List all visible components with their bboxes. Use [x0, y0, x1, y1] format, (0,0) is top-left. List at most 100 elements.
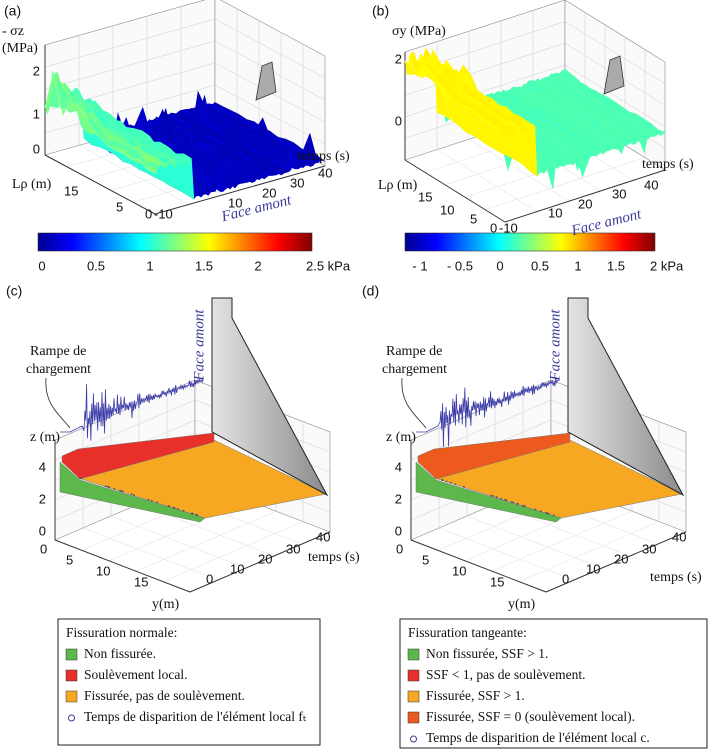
y-tick-label: 15 — [64, 183, 78, 198]
disappearance-marker — [490, 494, 493, 497]
disappearance-marker — [546, 512, 549, 515]
disappearance-marker — [177, 508, 179, 510]
colorbar-tick-label: 0.5 — [87, 258, 105, 273]
disappearance-marker — [517, 503, 519, 505]
legend-box — [399, 618, 708, 749]
disappearance-marker — [504, 498, 507, 501]
y-tick-label: 10 — [440, 202, 454, 217]
z-axis-label: z (m) — [30, 430, 60, 445]
y-axis-label: y(m) — [508, 597, 536, 612]
wall-grid — [404, 21, 666, 84]
x-axis-label: temps (s) — [308, 550, 360, 565]
surface-strip — [404, 60, 508, 138]
axis — [410, 539, 547, 593]
y-tick-label: 0 — [145, 206, 152, 221]
colorbar-tick-label: - 1 — [412, 258, 427, 273]
x-tick-label: 10 — [230, 561, 244, 576]
y-tick-label: 5 — [422, 552, 429, 567]
colorbar-tick-label: 1 — [146, 258, 153, 273]
dam — [211, 297, 329, 497]
legend: Fissuration normale: Non fissurée. Soulè… — [57, 618, 321, 746]
dam-icon — [603, 55, 625, 95]
floor-grid — [162, 521, 304, 582]
plot-graphics — [44, 0, 687, 593]
x-tick-label: 20 — [258, 551, 272, 566]
z-tick-label: 2 — [33, 63, 40, 78]
x-tick-label: 20 — [614, 551, 628, 566]
annotation: Rampe de — [30, 344, 86, 359]
y-axis-label: Lρ (m) — [378, 178, 418, 193]
face-label: Face amont — [547, 309, 563, 382]
z-tick-label: 0 — [33, 141, 40, 156]
panel-d-text: (d) Rampe de chargement Face amont z (m)… — [362, 283, 702, 613]
disappearance-marker — [150, 499, 153, 502]
trace — [416, 377, 560, 447]
colorbar-tick-label: 1 — [574, 258, 581, 273]
x-tick-label: -10 — [499, 220, 518, 235]
z-tick-label: 1 — [33, 106, 40, 121]
z-tick-label: 2 — [395, 491, 402, 506]
colorbar-tick-label: - 0.5 — [447, 258, 473, 273]
disappearance-marker — [196, 514, 199, 517]
floor-grid — [518, 521, 660, 582]
region — [61, 432, 215, 480]
x-tick-label: 30 — [612, 186, 626, 201]
z-tick-label: 2 — [395, 51, 402, 66]
x-tick-label: -10 — [154, 206, 173, 221]
x-tick-label: 10 — [228, 195, 242, 210]
legend-box — [57, 618, 321, 746]
annotation: Rampe de — [386, 344, 442, 359]
panel-label: (c) — [6, 283, 22, 299]
z-tick-label: 0 — [395, 113, 402, 128]
colorbar — [37, 232, 313, 252]
legend-swatch — [407, 648, 420, 661]
disappearance-marker — [172, 506, 175, 509]
legend-swatch — [65, 669, 78, 682]
disappearance-marker — [147, 498, 150, 501]
disappearance-marker — [445, 480, 448, 483]
disappearance-marker — [462, 485, 465, 488]
disappearance-marker — [510, 501, 513, 503]
wall-grid — [44, 40, 326, 101]
disappearance-marker — [454, 483, 457, 486]
x-tick-label: 40 — [316, 529, 330, 544]
z-axis-label: (MPa) — [2, 41, 38, 56]
colorbar-tick-label: 2 kPa — [650, 258, 684, 273]
disappearance-marker — [121, 490, 124, 493]
z-axis-label: - σz — [2, 24, 24, 39]
z-axis-label: σy (MPa) — [392, 24, 446, 39]
axis — [504, 169, 666, 223]
annotation-line — [401, 377, 427, 429]
x-tick-label: 40 — [644, 177, 658, 192]
z-axis-label: z (m) — [386, 430, 416, 445]
legend-item: Temps de disparition de l'élément local … — [426, 730, 650, 745]
y-tick-label: 5 — [470, 211, 477, 226]
x-tick-label: 40 — [672, 529, 686, 544]
x-tick-label: 20 — [262, 185, 276, 200]
x-axis-label: temps (s) — [650, 570, 702, 585]
legend-swatch — [407, 711, 420, 724]
z-tick-label: 4 — [395, 459, 402, 474]
legend-item: Fissurée, SSF = 0 (soulèvement local). — [426, 709, 635, 724]
legend-item: SSF < 1, pas de soulèvement. — [426, 667, 585, 682]
y-tick-label: 0 — [396, 541, 403, 556]
floor-grid — [110, 515, 247, 569]
axis — [189, 531, 331, 593]
disappearance-marker — [167, 505, 170, 507]
disappearance-marker — [522, 504, 524, 507]
legend-marker — [410, 735, 417, 743]
wall-grid — [44, 62, 326, 123]
disappearance-marker — [449, 481, 452, 484]
region — [417, 432, 571, 480]
floor-grid — [466, 515, 603, 569]
y-axis-label: y(m) — [152, 597, 180, 612]
disappearance-marker — [545, 511, 547, 514]
floor-grid — [135, 510, 277, 572]
z-tick-label: 4 — [39, 459, 46, 474]
z-tick-label: 2 — [39, 491, 46, 506]
disappearance-marker — [534, 508, 537, 511]
disappearance-marker — [552, 514, 555, 517]
